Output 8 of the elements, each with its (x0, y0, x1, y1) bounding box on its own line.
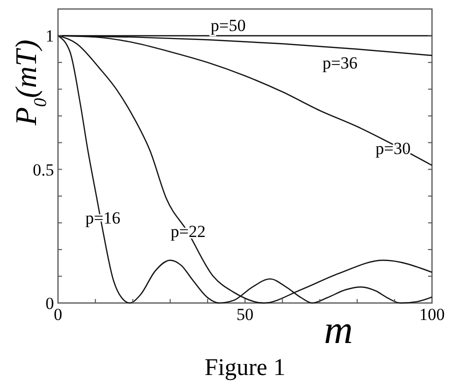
y-tick-label: 1 (46, 26, 54, 46)
x-tick-label: 50 (236, 305, 254, 324)
y-tick-label: 0.5 (32, 160, 54, 180)
x-axis-title: m (324, 307, 353, 352)
series-label: p=50 (210, 16, 246, 35)
caption: Figure 1 (204, 355, 286, 381)
series-label: p=36 (322, 53, 358, 72)
x-tick-label: 100 (419, 305, 445, 324)
